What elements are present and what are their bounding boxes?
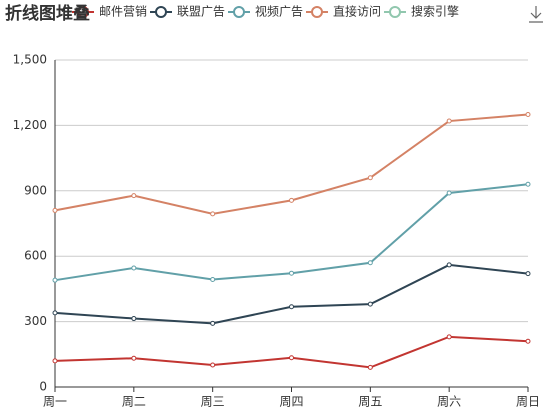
data-point: [525, 112, 531, 117]
data-point: [367, 260, 373, 266]
data-point: [210, 277, 216, 283]
y-tick-label: 300: [24, 314, 47, 328]
data-point: [131, 265, 137, 271]
x-tick-label: 周四: [279, 395, 303, 409]
data-point: [446, 190, 452, 196]
legend-item[interactable]: 邮件营销: [72, 5, 147, 19]
x-tick-label: 周二: [122, 395, 146, 409]
plot-area: [52, 30, 531, 370]
data-point: [210, 362, 216, 368]
legend-item[interactable]: 联盟广告: [150, 5, 225, 19]
data-point: [367, 175, 373, 181]
legend-label: 联盟广告: [177, 5, 225, 19]
legend-label: 搜索引擎: [411, 4, 459, 19]
legend-item[interactable]: 直接访问: [306, 4, 381, 19]
data-point: [289, 355, 294, 361]
y-tick-label: 600: [24, 249, 47, 263]
toolbox-save[interactable]: [529, 6, 543, 23]
legend-label: 视频广告: [255, 4, 303, 19]
data-point: [525, 181, 531, 187]
x-tick-label: 周三: [201, 395, 225, 409]
data-point: [52, 310, 58, 316]
data-point: [210, 320, 216, 326]
data-point: [446, 262, 452, 268]
data-point: [289, 270, 294, 276]
y-tick-label: 0: [39, 380, 47, 394]
legend-item[interactable]: 搜索引擎: [384, 4, 459, 19]
y-tick-label: 1,500: [13, 53, 47, 67]
legend-marker: [389, 6, 401, 18]
data-point: [131, 355, 137, 361]
data-point: [525, 338, 531, 344]
data-point: [210, 211, 216, 217]
data-point: [52, 207, 58, 213]
data-point: [131, 316, 137, 322]
legend-item[interactable]: 视频广告: [228, 4, 303, 19]
data-point: [289, 304, 294, 310]
data-point: [53, 30, 57, 34]
legend-label: 直接访问: [333, 4, 381, 19]
legend-marker: [233, 6, 245, 18]
legend-label: 邮件营销: [99, 5, 147, 19]
data-point: [446, 334, 452, 340]
y-tick-label: 1,200: [13, 118, 47, 132]
data-point: [525, 271, 531, 277]
x-tick-label: 周一: [43, 395, 67, 409]
legend-marker: [77, 6, 89, 18]
data-point: [52, 277, 58, 283]
data-point: [131, 193, 137, 199]
legend-marker: [155, 6, 167, 18]
x-tick-label: 周六: [437, 395, 461, 409]
data-point: [367, 364, 373, 370]
x-tick-label: 周五: [358, 395, 382, 409]
chart-title: 折线图堆叠: [5, 3, 90, 24]
data-point: [446, 118, 452, 124]
y-tick-label: 900: [24, 183, 47, 197]
data-point: [367, 301, 373, 307]
series-line: [54, 335, 529, 369]
legend-marker: [311, 6, 323, 18]
data-point: [289, 197, 294, 203]
x-tick-label: 周日: [516, 395, 540, 409]
data-point: [52, 358, 58, 364]
